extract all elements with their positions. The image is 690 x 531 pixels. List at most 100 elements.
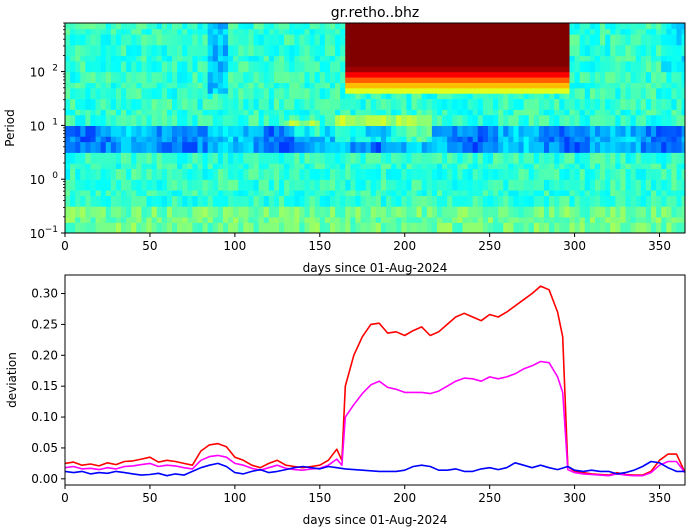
heatmap-cell xyxy=(279,23,285,30)
heatmap-cell xyxy=(243,157,250,164)
heatmap-cell xyxy=(202,50,209,57)
heatmap-cell xyxy=(482,114,489,121)
heatmap-cell xyxy=(579,130,586,137)
heatmap-cell xyxy=(177,44,183,51)
heatmap-cell xyxy=(253,216,260,223)
heatmap-cell xyxy=(314,55,321,62)
heatmap-cell xyxy=(503,114,509,121)
heatmap-cell xyxy=(406,125,413,132)
heatmap-cell xyxy=(503,55,509,62)
heatmap-cell xyxy=(513,152,520,159)
heatmap-cell xyxy=(136,152,143,159)
heatmap-cell xyxy=(493,23,499,30)
heatmap-cell xyxy=(600,130,606,137)
heatmap-cell xyxy=(233,44,239,51)
heatmap-cell xyxy=(289,173,295,180)
heatmap-cell xyxy=(319,206,326,213)
heatmap-cell xyxy=(554,130,560,137)
heatmap-cell xyxy=(518,152,525,159)
heatmap-cell xyxy=(549,103,555,110)
heatmap-cell xyxy=(365,141,372,148)
heatmap-cell xyxy=(437,66,443,73)
heatmap-cell xyxy=(258,103,265,110)
heatmap-cell xyxy=(156,50,163,57)
heatmap-cell xyxy=(518,189,525,196)
heatmap-cell xyxy=(411,200,418,207)
heatmap-cell xyxy=(95,195,102,202)
heatmap-cell xyxy=(421,168,428,175)
heatmap-cell xyxy=(360,179,367,186)
heatmap-cell xyxy=(345,136,351,143)
heatmap-cell xyxy=(426,189,433,196)
heatmap-cell xyxy=(238,120,244,126)
heatmap-cell xyxy=(289,82,295,89)
heatmap-cell xyxy=(172,125,178,132)
heatmap-cell xyxy=(284,173,290,180)
heatmap-cell xyxy=(630,50,637,57)
heatmap-cell xyxy=(304,195,311,202)
heatmap-cell xyxy=(268,71,275,78)
heatmap-cell xyxy=(273,184,280,191)
heatmap-cell xyxy=(187,76,193,83)
heatmap-cell xyxy=(110,189,117,196)
heatmap-cell xyxy=(676,93,683,100)
heatmap-cell xyxy=(447,163,453,170)
heatmap-cell xyxy=(421,222,428,229)
heatmap-cell xyxy=(431,195,438,202)
heatmap-cell xyxy=(656,173,662,180)
heatmap-cell xyxy=(549,66,555,73)
heatmap-cell xyxy=(136,130,143,137)
heatmap-cell xyxy=(172,82,178,89)
heatmap-cell xyxy=(324,82,331,89)
heatmap-cell xyxy=(279,93,285,100)
heatmap-cell xyxy=(437,125,443,132)
heatmap-cell xyxy=(289,44,295,51)
heatmap-cell xyxy=(340,82,346,89)
heatmap-cell xyxy=(360,173,367,180)
heatmap-cell xyxy=(421,39,428,46)
heatmap-cell xyxy=(248,179,255,186)
heatmap-cell xyxy=(380,136,387,143)
heatmap-cell xyxy=(75,66,81,73)
heatmap-cell xyxy=(416,211,423,218)
heatmap-cell xyxy=(401,184,408,191)
heatmap-cell xyxy=(416,44,423,51)
heatmap-cell xyxy=(452,55,458,62)
heatmap-cell xyxy=(217,152,224,159)
heatmap-cell xyxy=(217,39,224,46)
heatmap-cell xyxy=(513,120,520,126)
heatmap-cell xyxy=(360,39,367,46)
heatmap-cell xyxy=(294,157,301,164)
heatmap-cell xyxy=(574,66,581,73)
heatmap-cell xyxy=(151,98,158,105)
heatmap-cell xyxy=(258,120,265,126)
heatmap-cell xyxy=(314,66,321,73)
heatmap-cell xyxy=(258,114,265,121)
heatmap-cell xyxy=(141,66,148,73)
heatmap-cell xyxy=(202,87,209,94)
heatmap-cell xyxy=(95,168,102,175)
heatmap-cell xyxy=(350,189,357,196)
heatmap-cell xyxy=(197,130,204,137)
heatmap-cell xyxy=(258,33,265,40)
heatmap-cell xyxy=(238,184,244,191)
heatmap-cell xyxy=(151,28,158,35)
heatmap-cell xyxy=(121,50,127,57)
heatmap-cell xyxy=(401,55,408,62)
heatmap-cell xyxy=(309,200,316,207)
heatmap-cell xyxy=(671,60,678,67)
heatmap-cell xyxy=(523,222,530,229)
heatmap-cell xyxy=(549,39,555,46)
heatmap-cell xyxy=(508,109,515,116)
heatmap-cell xyxy=(299,222,306,229)
heatmap-cell xyxy=(544,136,550,143)
heatmap-cell xyxy=(329,125,336,132)
heatmap-cell xyxy=(319,33,326,40)
heatmap-cell xyxy=(253,130,260,137)
heatmap-cell xyxy=(233,130,239,137)
y-tick-label: 0.20 xyxy=(31,348,58,362)
heatmap-cell xyxy=(401,152,408,159)
heatmap-cell xyxy=(538,103,545,110)
heatmap-cell xyxy=(222,222,229,229)
heatmap-cell xyxy=(411,28,418,35)
